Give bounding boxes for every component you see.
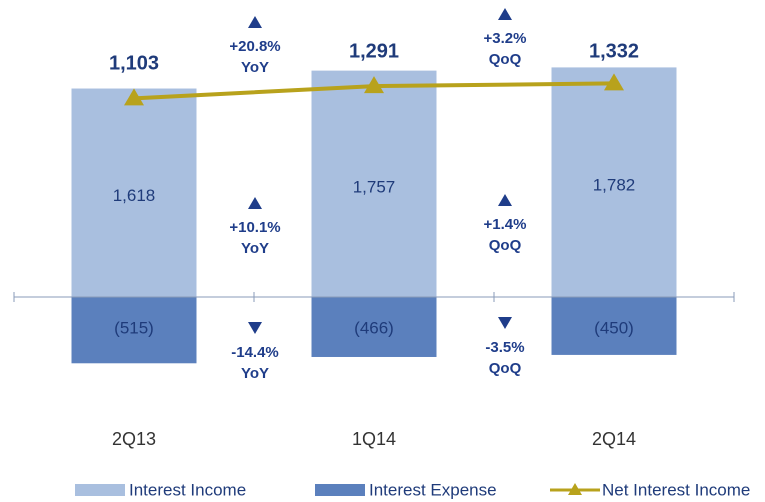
annotation-arrow xyxy=(248,197,262,209)
bar xyxy=(311,296,437,357)
annotation: YoY xyxy=(241,365,269,382)
bar-value-label: 1,782 xyxy=(593,176,636,195)
bar xyxy=(551,296,677,355)
line-value-label: 1,332 xyxy=(589,40,639,62)
annotation: +20.8% xyxy=(229,38,280,55)
legend-label: Net Interest Income xyxy=(602,480,750,499)
legend-swatch xyxy=(75,484,125,496)
legend-label: Interest Expense xyxy=(369,480,497,499)
annotation-arrow xyxy=(498,317,512,329)
annotation-arrow xyxy=(248,16,262,28)
line-marker xyxy=(364,76,384,94)
annotation: QoQ xyxy=(489,51,522,68)
bar xyxy=(71,88,197,297)
bar-value-label: (450) xyxy=(594,318,634,337)
line-marker xyxy=(124,88,144,106)
x-tick-label: 2Q14 xyxy=(592,429,636,449)
legend-swatch xyxy=(315,484,365,496)
x-tick-label: 1Q14 xyxy=(352,429,396,449)
legend-label: Interest Income xyxy=(129,480,246,499)
annotation-arrow xyxy=(248,322,262,334)
bar-value-label: (466) xyxy=(354,318,394,337)
bar-value-label: 1,618 xyxy=(113,186,156,205)
annotation-arrow xyxy=(498,194,512,206)
annotation: QoQ xyxy=(489,237,522,254)
annotation: +10.1% xyxy=(229,219,280,236)
bar-value-label: (515) xyxy=(114,318,154,337)
bar xyxy=(311,70,437,297)
annotation: +3.2% xyxy=(484,30,527,47)
annotation: YoY xyxy=(241,240,269,257)
bar xyxy=(551,67,677,297)
line-value-label: 1,103 xyxy=(109,52,159,74)
annotation: QoQ xyxy=(489,360,522,377)
line-marker xyxy=(604,73,624,91)
line-value-label: 1,291 xyxy=(349,40,399,62)
x-tick-label: 2Q13 xyxy=(112,429,156,449)
annotation: YoY xyxy=(241,59,269,76)
bar-value-label: 1,757 xyxy=(353,177,396,196)
legend-marker xyxy=(568,483,582,495)
annotation: -14.4% xyxy=(231,344,279,361)
annotation-arrow xyxy=(498,8,512,20)
annotation: +1.4% xyxy=(484,216,527,233)
bar xyxy=(71,296,197,364)
annotation: -3.5% xyxy=(485,339,524,356)
